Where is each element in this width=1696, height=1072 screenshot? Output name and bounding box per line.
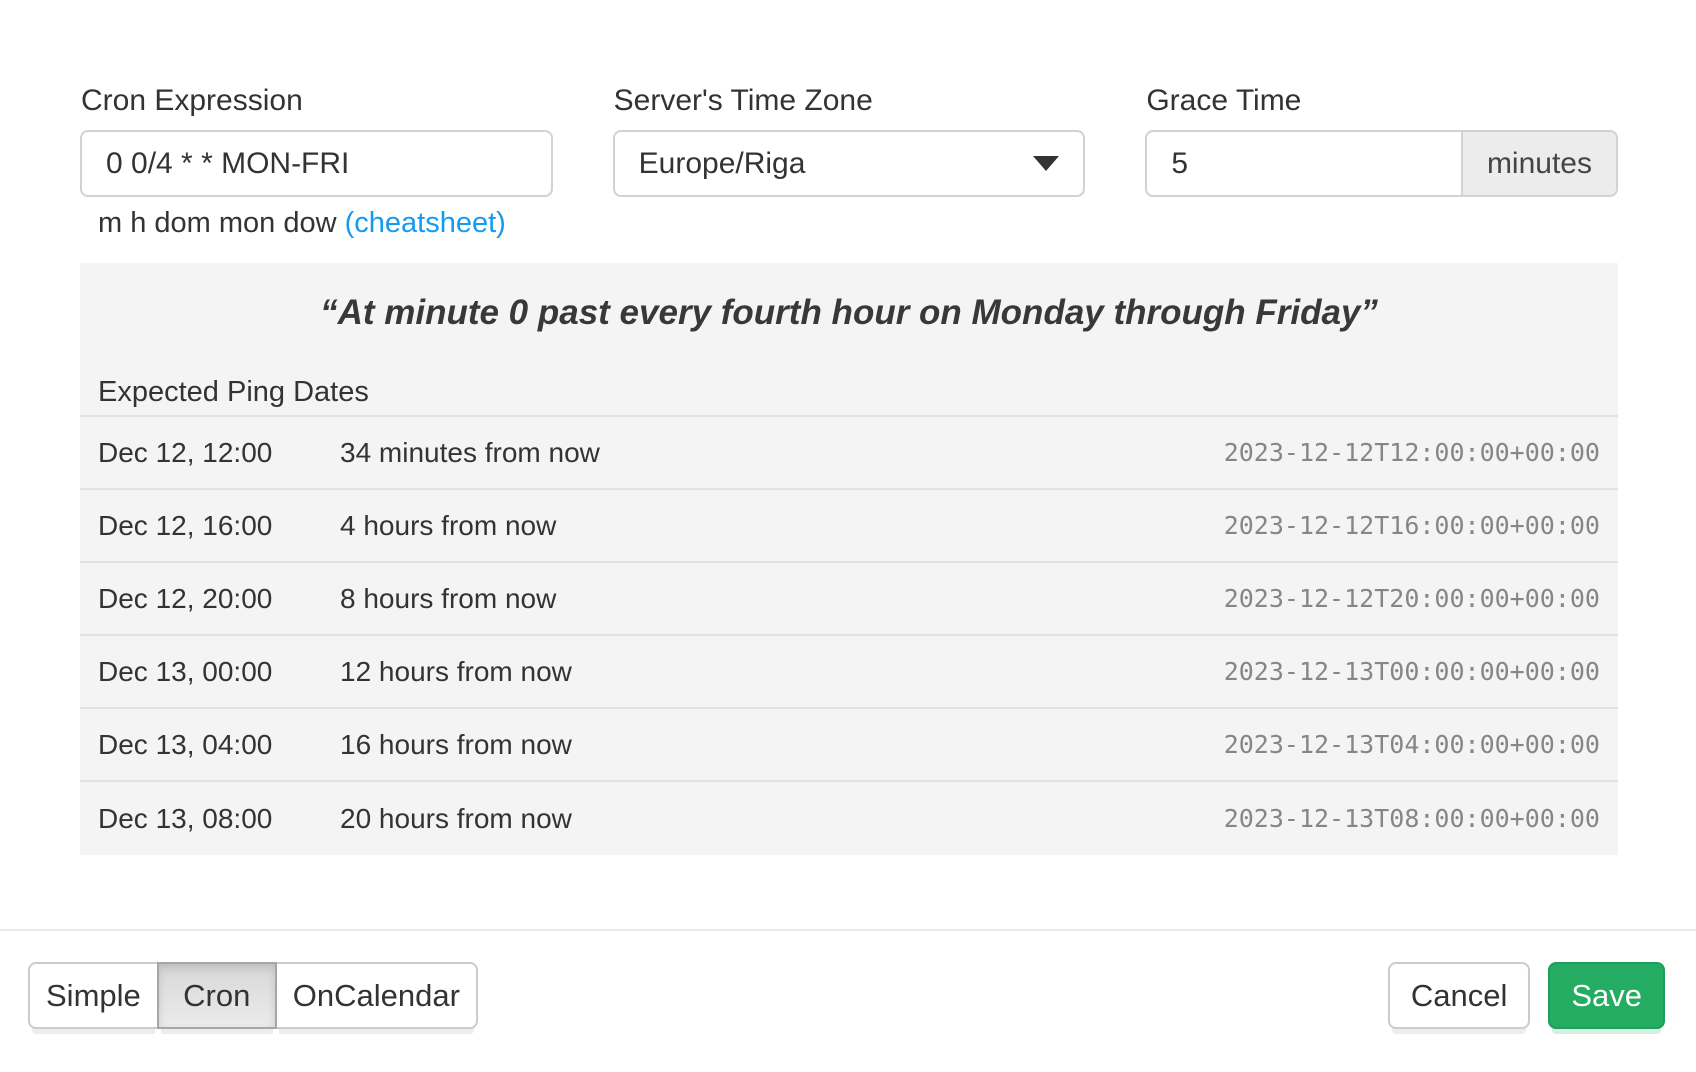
- save-button[interactable]: Save: [1548, 962, 1665, 1029]
- ping-relative-time: 4 hours from now: [340, 509, 557, 541]
- timezone-field: Server's Time Zone Europe/Riga: [612, 84, 1086, 240]
- cron-description: “At minute 0 past every fourth hour on M…: [320, 293, 1378, 332]
- grace-time-label: Grace Time: [1146, 84, 1302, 117]
- table-row: Dec 12, 16:00 4 hours from now 2023-12-1…: [80, 490, 1618, 563]
- ping-relative-time: 20 hours from now: [340, 802, 572, 834]
- ping-date: Dec 12, 20:00: [98, 582, 273, 614]
- dialog-footer: Simple Cron OnCalendar Cancel Save: [0, 931, 1696, 1029]
- ping-iso-timestamp: 2023-12-12T20:00:00+00:00: [1223, 584, 1600, 613]
- schedule-fields: Cron Expression m h dom mon dow (cheatsh…: [0, 0, 1696, 240]
- ping-iso-timestamp: 2023-12-12T12:00:00+00:00: [1223, 438, 1600, 467]
- expected-ping-dates-heading: Expected Ping Dates: [98, 376, 369, 408]
- ping-date: Dec 12, 16:00: [98, 509, 273, 541]
- table-row: Dec 12, 20:00 8 hours from now 2023-12-1…: [80, 563, 1618, 636]
- ping-relative-time: 34 minutes from now: [340, 436, 600, 468]
- cron-helper: m h dom mon dow (cheatsheet): [98, 207, 553, 240]
- ping-relative-time: 12 hours from now: [340, 655, 572, 687]
- mode-oncalendar-button[interactable]: OnCalendar: [274, 962, 478, 1029]
- cron-expression-input[interactable]: [80, 130, 553, 197]
- grace-time-field: Grace Time minutes: [1145, 84, 1618, 240]
- ping-relative-time: 8 hours from now: [340, 582, 557, 614]
- ping-date: Dec 13, 08:00: [98, 802, 273, 834]
- ping-dates-table: Dec 12, 12:00 34 minutes from now 2023-1…: [80, 415, 1618, 855]
- table-row: Dec 12, 12:00 34 minutes from now 2023-1…: [80, 417, 1618, 490]
- cron-helper-text: m h dom mon dow: [98, 207, 337, 239]
- table-row: Dec 13, 08:00 20 hours from now 2023-12-…: [80, 782, 1618, 855]
- cron-schedule-dialog: Cron Expression m h dom mon dow (cheatsh…: [0, 0, 1696, 1029]
- cron-expression-field: Cron Expression m h dom mon dow (cheatsh…: [80, 84, 553, 240]
- cron-expression-label: Cron Expression: [81, 84, 303, 117]
- cheatsheet-link[interactable]: (cheatsheet): [344, 207, 506, 239]
- table-row: Dec 13, 00:00 12 hours from now 2023-12-…: [80, 636, 1618, 709]
- ping-iso-timestamp: 2023-12-13T04:00:00+00:00: [1223, 730, 1600, 759]
- chevron-down-icon: [1033, 156, 1060, 171]
- ping-iso-timestamp: 2023-12-13T08:00:00+00:00: [1223, 804, 1600, 833]
- mode-cron-button[interactable]: Cron: [156, 962, 277, 1029]
- mode-simple-button[interactable]: Simple: [28, 962, 159, 1029]
- ping-date: Dec 12, 12:00: [98, 436, 273, 468]
- schedule-mode-switcher: Simple Cron OnCalendar: [28, 962, 478, 1029]
- table-row: Dec 13, 04:00 16 hours from now 2023-12-…: [80, 709, 1618, 782]
- footer-actions: Cancel Save: [1387, 962, 1665, 1029]
- footer-divider: [0, 929, 1696, 931]
- schedule-preview-panel: “At minute 0 past every fourth hour on M…: [80, 263, 1618, 855]
- grace-time-input[interactable]: [1145, 130, 1463, 197]
- ping-date: Dec 13, 00:00: [98, 655, 273, 687]
- grace-time-unit: minutes: [1462, 130, 1618, 197]
- ping-date: Dec 13, 04:00: [98, 728, 273, 760]
- timezone-label: Server's Time Zone: [613, 84, 873, 117]
- ping-iso-timestamp: 2023-12-13T00:00:00+00:00: [1223, 657, 1600, 686]
- grace-time-group: minutes: [1145, 130, 1618, 197]
- cancel-button[interactable]: Cancel: [1387, 962, 1531, 1029]
- ping-iso-timestamp: 2023-12-12T16:00:00+00:00: [1223, 511, 1600, 540]
- timezone-selected-value: Europe/Riga: [638, 146, 806, 180]
- ping-relative-time: 16 hours from now: [340, 728, 572, 760]
- timezone-select[interactable]: Europe/Riga: [612, 130, 1086, 197]
